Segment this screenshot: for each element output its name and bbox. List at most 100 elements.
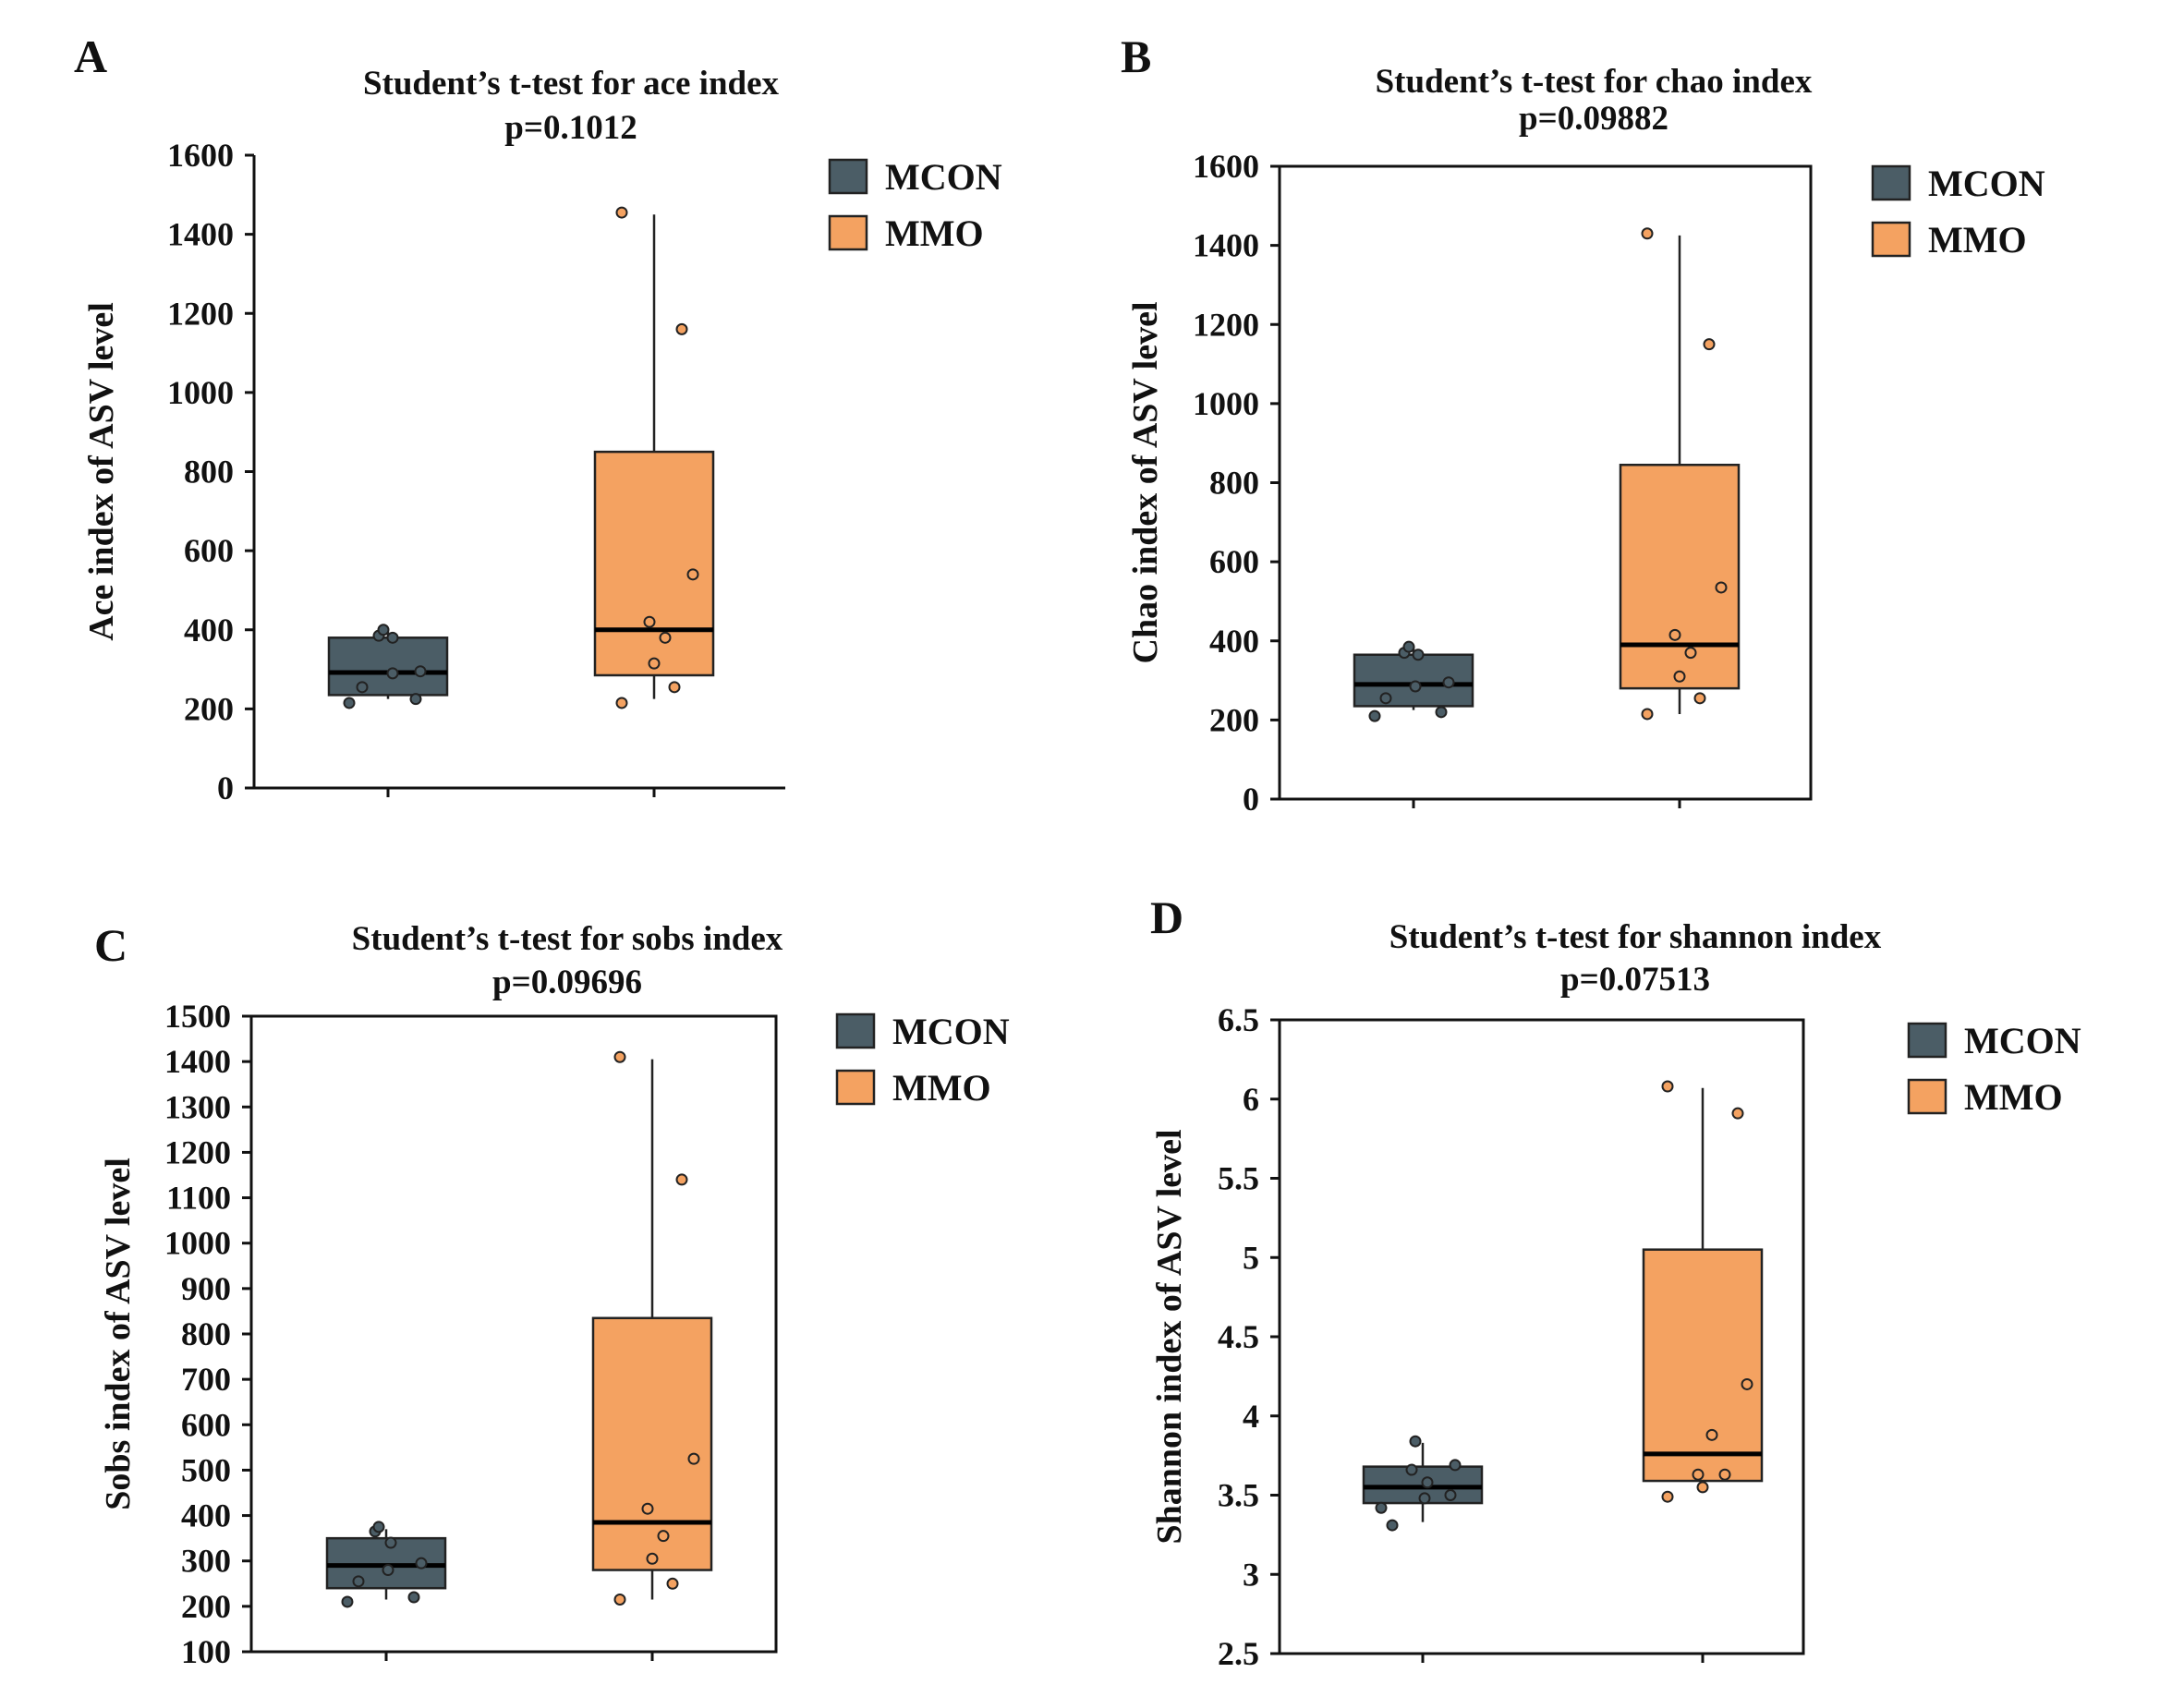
data-point [687, 1452, 700, 1465]
legend-swatch-mcon [1871, 164, 1911, 201]
data-point [643, 615, 656, 628]
y-tick-label: 400 [181, 1497, 231, 1534]
y-tick-label: 600 [184, 532, 234, 569]
y-tick-label: 0 [217, 770, 234, 806]
data-point [377, 624, 390, 636]
y-tick-label: 1200 [167, 295, 234, 332]
data-point [1693, 692, 1706, 705]
data-point [1668, 628, 1681, 641]
legend-label-mmo: MMO [885, 212, 984, 254]
legend-label-mmo: MMO [892, 1067, 991, 1109]
box-mmo [1642, 1080, 1764, 1503]
y-tick-label: 4.5 [1218, 1318, 1259, 1355]
y-tick-label: 0 [1243, 781, 1259, 818]
data-point [666, 1577, 679, 1590]
data-point [352, 1575, 365, 1588]
data-point [657, 1530, 670, 1543]
y-tick-label: 400 [184, 612, 234, 648]
data-point [659, 631, 672, 644]
y-tick-label: 1100 [166, 1180, 231, 1217]
data-point [409, 693, 422, 706]
y-tick-label: 800 [184, 454, 234, 491]
y-tick-label: 300 [181, 1543, 231, 1580]
data-point [1375, 1501, 1388, 1514]
legend-swatch-mcon [835, 1012, 876, 1049]
data-point [1715, 581, 1728, 594]
box-iqr [591, 1316, 713, 1571]
data-point [1641, 708, 1654, 721]
p-value: p=0.1012 [504, 109, 637, 147]
data-point [384, 1536, 397, 1549]
data-point [1703, 338, 1716, 351]
data-point [1442, 676, 1455, 689]
y-tick-label: 800 [1209, 465, 1259, 502]
data-point [386, 667, 399, 680]
data-point [1412, 648, 1425, 661]
y-tick-label: 4 [1243, 1398, 1259, 1435]
y-tick-label: 900 [181, 1270, 231, 1307]
y-axis-label: Ace index of ASV level [82, 302, 121, 641]
legend-label-mcon: MCON [1964, 1020, 2081, 1061]
y-tick-label: 800 [181, 1315, 231, 1352]
data-point [1418, 1492, 1431, 1505]
data-point [343, 697, 356, 709]
box-mcon [1353, 640, 1474, 722]
data-point [1409, 1435, 1422, 1448]
data-point [646, 1552, 659, 1565]
box-iqr [1353, 653, 1474, 708]
data-point [1741, 1377, 1753, 1390]
y-tick-label: 1500 [164, 998, 231, 1035]
legend-swatch-mmo [835, 1069, 876, 1106]
legend-swatch-mcon [828, 158, 868, 195]
data-point [386, 631, 399, 644]
y-tick-label: 1000 [1193, 385, 1259, 422]
data-point [1718, 1468, 1731, 1481]
y-axis-label: Chao index of ASV level [1126, 301, 1165, 663]
panel-d: D Student’s t-test for shannon index p=0.0… [1150, 891, 2081, 1672]
data-point [407, 1591, 420, 1604]
data-point [613, 1050, 626, 1063]
box-mmo [593, 206, 715, 709]
legend-label-mmo: MMO [1964, 1076, 2063, 1118]
legend-label-mcon: MCON [885, 156, 1002, 198]
data-point [1402, 640, 1415, 653]
box-iqr [327, 636, 449, 697]
data-point [1409, 680, 1422, 693]
y-tick-label: 1200 [1193, 306, 1259, 343]
data-point [1449, 1459, 1462, 1472]
chart-title: Student’s t-test for sobs index [352, 920, 783, 958]
panel-a: A Student’s t-test for ace index p=0.1012 A… [74, 30, 1002, 806]
data-point [1705, 1428, 1718, 1441]
data-point [615, 697, 628, 709]
chart-title: Student’s t-test for shannon index [1389, 918, 1882, 956]
data-point [641, 1502, 654, 1515]
y-tick-label: 100 [181, 1633, 231, 1670]
legend-swatch-mmo [1907, 1078, 1947, 1115]
panel-letter: D [1150, 891, 1183, 943]
panel-c: C Student’s t-test for sobs index p=0.0969… [94, 919, 1010, 1670]
data-point [414, 665, 427, 678]
legend-label-mmo: MMO [1928, 219, 2027, 261]
y-axis-label: Sobs index of ASV level [99, 1158, 138, 1509]
data-point [382, 1564, 394, 1577]
y-tick-label: 1600 [167, 137, 234, 174]
y-tick-label: 600 [1209, 543, 1259, 580]
data-point [1661, 1490, 1674, 1503]
panel-letter: B [1121, 30, 1151, 82]
box-mcon [1362, 1435, 1484, 1532]
data-point [1368, 709, 1381, 722]
data-point [1379, 692, 1392, 705]
data-point [341, 1595, 354, 1608]
y-tick-label: 3.5 [1218, 1477, 1259, 1514]
p-value: p=0.09882 [1519, 100, 1668, 138]
y-tick-label: 5 [1243, 1239, 1259, 1276]
box-mmo [1619, 227, 1741, 721]
y-tick-label: 6.5 [1218, 1001, 1259, 1038]
data-point [1673, 670, 1686, 683]
data-point [1696, 1481, 1709, 1494]
data-point [686, 568, 699, 581]
data-point [1661, 1080, 1674, 1093]
data-point [648, 657, 661, 670]
data-point [613, 1593, 626, 1606]
